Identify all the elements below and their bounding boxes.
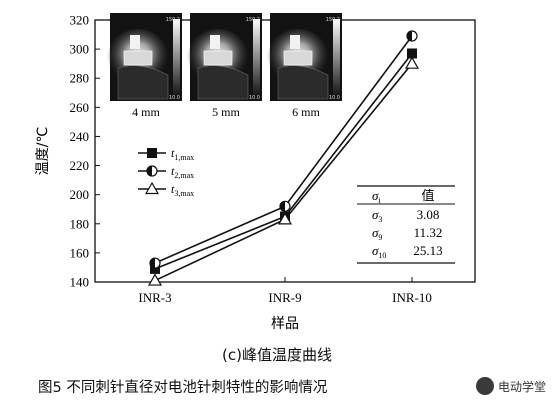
- half-circle-marker-fill: [280, 201, 285, 212]
- table-row-symbol-sub: 3: [378, 215, 382, 224]
- y-axis-title: 温度/℃: [35, 127, 51, 175]
- triangle-marker: [277, 212, 293, 225]
- y-axis: 140 160 180 200 220 240 260 280 300 320: [70, 13, 100, 290]
- watermark: 电动学堂: [475, 377, 546, 395]
- table-row-value: 3.08: [417, 207, 440, 222]
- scale-top-label: 150.2: [166, 17, 180, 23]
- legend-label: t1,max: [171, 146, 194, 162]
- needle-icon: [290, 35, 300, 49]
- temperature-scale: [253, 19, 260, 97]
- thumbnail-caption: 4 mm: [132, 105, 160, 119]
- legend: t1,max t2,max t3,max: [138, 146, 194, 198]
- y-tick-label: 180: [70, 216, 90, 231]
- table-header-value: 值: [421, 188, 434, 204]
- figure-caption: 图5 不同刺针直径对电池针刺特性的影响情况: [38, 380, 328, 396]
- scale-top-label: 150.2: [326, 17, 340, 23]
- table-header-symbol-sub: i: [378, 196, 381, 205]
- x-tick-label: INR-3: [138, 290, 171, 305]
- y-tick-label: 280: [70, 71, 90, 86]
- cell-tab: [203, 50, 233, 66]
- scale-top-label: 150.2: [246, 17, 260, 23]
- needle-icon: [130, 35, 140, 49]
- half-circle-marker-fill: [150, 258, 155, 269]
- legend-label-sub: 1,max: [174, 153, 194, 162]
- thermal-thumbnail: 150.2 10.0 6 mm: [268, 13, 342, 119]
- legend-label-sub: 2,max: [174, 171, 194, 180]
- x-tick-label: INR-10: [392, 290, 432, 305]
- needle-icon: [210, 35, 220, 49]
- triangle-marker: [147, 273, 163, 286]
- table-row-value: 25.13: [413, 243, 442, 258]
- table-row-symbol: σ9: [372, 225, 382, 242]
- battery-body: [277, 65, 329, 100]
- legend-label-sub: 3,max: [174, 189, 194, 198]
- y-tick-label: 140: [70, 275, 90, 290]
- table-row-symbol-sub: 10: [378, 251, 386, 260]
- legend-item: t2,max: [138, 164, 194, 180]
- series-t2,max: [149, 30, 418, 269]
- y-tick-label: 200: [70, 187, 90, 202]
- thermal-thumbnail: 150.2 10.0 4 mm: [108, 13, 182, 119]
- x-axis: INR-3 INR-9 INR-10: [138, 277, 432, 305]
- series-t3,max: [147, 56, 420, 286]
- table-row-value: 11.32: [414, 225, 443, 240]
- half-circle-marker-fill: [407, 31, 412, 42]
- scale-bottom-label: 10.0: [329, 95, 340, 101]
- watermark-text: 电动学堂: [497, 379, 546, 394]
- cell-tab: [123, 50, 153, 66]
- series-layer: [147, 30, 420, 286]
- half-circle-marker-fill: [147, 166, 152, 176]
- x-tick-label: INR-9: [268, 290, 301, 305]
- figure-subcaption: (c)峰值温度曲线: [222, 346, 332, 364]
- watermark-logo-icon: [475, 377, 494, 395]
- triangle-marker: [404, 56, 420, 69]
- table-header-symbol: σi: [372, 188, 381, 205]
- temperature-scale: [333, 19, 340, 97]
- triangle-marker: [144, 181, 160, 195]
- table-row-symbol: σ10: [372, 243, 386, 260]
- legend-item: t3,max: [138, 181, 194, 198]
- y-tick-label: 160: [70, 245, 90, 260]
- y-tick-label: 240: [70, 129, 90, 144]
- table-row-symbol: σ3: [372, 207, 382, 224]
- scale-bottom-label: 10.0: [249, 95, 260, 101]
- thumbnail-caption: 5 mm: [212, 105, 240, 119]
- thermal-image-row: 150.2 10.0 4 mm 150.2 10.0 5 mm 150.2 10.0 6 mm: [108, 13, 342, 119]
- square-marker: [147, 148, 157, 158]
- battery-body: [117, 65, 169, 100]
- cell-tab: [283, 50, 313, 66]
- x-axis-title: 样品: [271, 316, 299, 332]
- legend-label: t3,max: [171, 182, 194, 198]
- legend-label: t2,max: [171, 164, 194, 180]
- y-tick-label: 260: [70, 100, 90, 115]
- legend-item: t1,max: [138, 146, 194, 162]
- temperature-scale: [173, 19, 180, 97]
- stats-table: σi 值 σ3 3.08 σ9 11.32 σ10 25.13: [357, 185, 455, 264]
- y-tick-label: 320: [70, 13, 90, 28]
- table-row-symbol-sub: 9: [378, 233, 382, 242]
- scale-bottom-label: 10.0: [169, 95, 180, 101]
- thermal-thumbnail: 150.2 10.0 5 mm: [188, 13, 262, 119]
- y-tick-label: 220: [70, 158, 90, 173]
- y-tick-label: 300: [70, 42, 90, 57]
- thumbnail-caption: 6 mm: [292, 105, 320, 119]
- battery-body: [197, 65, 249, 100]
